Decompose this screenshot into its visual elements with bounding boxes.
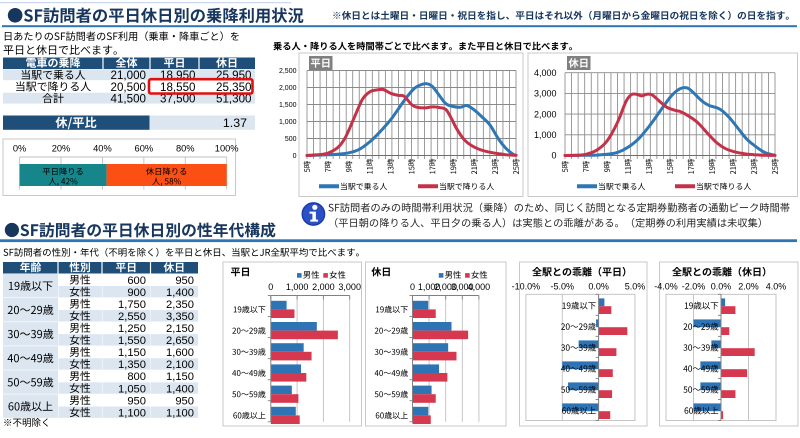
svg-text:-5.0%: -5.0% xyxy=(550,282,574,292)
svg-text:3,000: 3,000 xyxy=(451,282,474,292)
svg-text:-4.0%: -4.0% xyxy=(654,282,678,292)
svg-text:1,350: 1,350 xyxy=(118,359,146,371)
svg-text:0: 0 xyxy=(293,153,297,160)
svg-text:1,100: 1,100 xyxy=(166,407,194,419)
svg-text:2,000: 2,000 xyxy=(312,282,335,292)
svg-text:4,000: 4,000 xyxy=(534,68,557,78)
svg-text:950: 950 xyxy=(175,275,194,287)
svg-text:5.0%: 5.0% xyxy=(625,282,646,292)
svg-text:20%: 20% xyxy=(52,144,71,154)
svg-text:0.0%: 0.0% xyxy=(711,282,732,292)
svg-text:1,000: 1,000 xyxy=(286,282,309,292)
svg-text:1,400: 1,400 xyxy=(166,383,194,395)
svg-text:1,550: 1,550 xyxy=(118,335,146,347)
svg-text:3,350: 3,350 xyxy=(166,311,194,323)
svg-text:1,250: 1,250 xyxy=(118,323,146,335)
svg-text:2,350: 2,350 xyxy=(166,299,194,311)
svg-text:0: 0 xyxy=(551,151,556,161)
svg-text:25,350: 25,350 xyxy=(216,81,251,94)
svg-text:900: 900 xyxy=(127,287,146,299)
svg-text:37,500: 37,500 xyxy=(160,93,195,106)
svg-text:2.0%: 2.0% xyxy=(738,282,759,292)
svg-text:1,100: 1,100 xyxy=(118,407,146,419)
svg-text:0: 0 xyxy=(410,282,415,292)
svg-text:1,600: 1,600 xyxy=(166,347,194,359)
svg-text:1,000: 1,000 xyxy=(279,119,297,126)
svg-text:4.0%: 4.0% xyxy=(766,282,787,292)
svg-text:0: 0 xyxy=(268,282,273,292)
svg-text:51,300: 51,300 xyxy=(216,93,251,106)
svg-text:2,650: 2,650 xyxy=(166,335,194,347)
svg-text:1,150: 1,150 xyxy=(166,371,194,383)
svg-text:2,500: 2,500 xyxy=(279,68,297,75)
svg-text:950: 950 xyxy=(127,395,146,407)
svg-text:1,000: 1,000 xyxy=(418,282,441,292)
svg-text:600: 600 xyxy=(127,275,146,287)
svg-text:0.0%: 0.0% xyxy=(588,282,609,292)
svg-text:2,000: 2,000 xyxy=(434,282,457,292)
svg-text:2,000: 2,000 xyxy=(279,85,297,92)
svg-text:60%: 60% xyxy=(135,144,154,154)
svg-text:800: 800 xyxy=(127,371,146,383)
svg-text:2,000: 2,000 xyxy=(534,109,557,119)
svg-text:100%: 100% xyxy=(215,144,239,154)
svg-text:1,000: 1,000 xyxy=(534,130,557,140)
svg-text:-2.0%: -2.0% xyxy=(682,282,706,292)
svg-text:2,100: 2,100 xyxy=(166,359,194,371)
svg-text:1,750: 1,750 xyxy=(118,299,146,311)
svg-text:3,000: 3,000 xyxy=(534,89,557,99)
svg-text:1,050: 1,050 xyxy=(118,383,146,395)
svg-text:1.37: 1.37 xyxy=(223,116,247,130)
svg-text:-10.0%: -10.0% xyxy=(512,282,541,292)
svg-text:950: 950 xyxy=(175,395,194,407)
svg-text:21,000: 21,000 xyxy=(111,69,146,82)
svg-text:3,000: 3,000 xyxy=(338,282,361,292)
svg-text:500: 500 xyxy=(285,136,297,143)
svg-text:18,550: 18,550 xyxy=(160,81,195,94)
svg-text:2,150: 2,150 xyxy=(166,323,194,335)
svg-text:40%: 40% xyxy=(93,144,112,154)
svg-text:1,150: 1,150 xyxy=(118,347,146,359)
svg-text:4,000: 4,000 xyxy=(468,282,491,292)
svg-text:80%: 80% xyxy=(176,144,195,154)
svg-text:1,400: 1,400 xyxy=(166,287,194,299)
svg-text:1,500: 1,500 xyxy=(279,102,297,109)
svg-text:2,550: 2,550 xyxy=(118,311,146,323)
svg-text:20,500: 20,500 xyxy=(111,81,146,94)
svg-text:41,500: 41,500 xyxy=(111,93,146,106)
svg-text:0%: 0% xyxy=(13,144,26,154)
